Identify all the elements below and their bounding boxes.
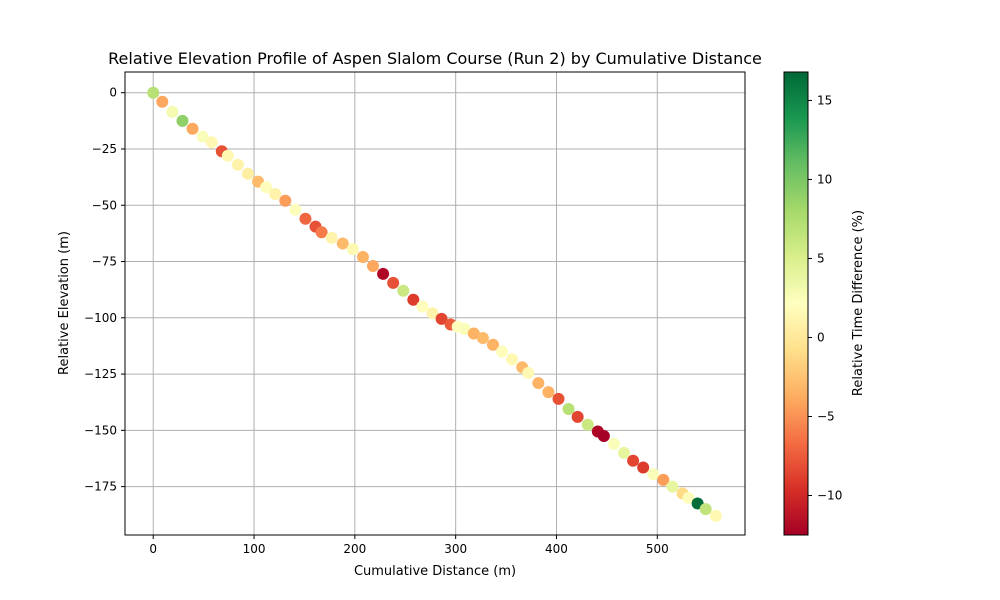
scatter-point [387, 276, 400, 289]
scatter-point [260, 181, 273, 194]
scatter-point [657, 473, 670, 486]
scatter-point [231, 158, 244, 171]
scatter-point [325, 231, 338, 244]
colorbar-gradient [783, 71, 809, 536]
y-tick-label: −150 [84, 423, 117, 437]
scatter-point [299, 212, 312, 225]
chart-title: Relative Elevation Profile of Aspen Slal… [108, 49, 762, 68]
scatter-point [289, 203, 302, 216]
scatter-point [618, 446, 631, 459]
y-tick-label: −25 [92, 142, 117, 156]
y-tick-label: −175 [84, 480, 117, 494]
scatter-point [176, 114, 189, 127]
colorbar-tick-label: −10 [817, 488, 842, 502]
scatter-point [682, 491, 695, 504]
colorbar-tick-label: 0 [817, 330, 825, 344]
y-tick-label: −100 [84, 311, 117, 325]
scatter-point [156, 95, 169, 108]
scatter-point [607, 437, 620, 450]
scatter-point [637, 461, 650, 474]
scatter-point [532, 377, 545, 390]
scatter-point [542, 386, 555, 399]
scatter-point [666, 480, 679, 493]
y-tick-label: −125 [84, 367, 117, 381]
colorbar-tick-label: −5 [817, 409, 835, 423]
scatter-point [467, 327, 480, 340]
scatter-point [205, 136, 218, 149]
scatter-point [397, 284, 410, 297]
scatter-point [166, 105, 179, 118]
scatter-point [562, 402, 575, 415]
scatter-point [367, 260, 379, 273]
scatter-point [506, 353, 519, 366]
scatter-point [552, 392, 565, 405]
scatter-points [147, 86, 722, 522]
scatter-point [269, 187, 282, 200]
scatter-point [476, 332, 489, 345]
y-tick-label: −50 [92, 198, 117, 212]
y-axis-label: Relative Elevation (m) [57, 231, 72, 375]
colorbar: −10 −5 0 5 10 15 [783, 71, 842, 536]
colorbar-ticks: −10 −5 0 5 10 15 [808, 93, 842, 502]
plot-area: 0 100 200 300 400 500 0 −25 −50 −75 −100 −125 −150 −… [84, 71, 746, 556]
scatter-point [522, 366, 535, 379]
x-axis-label: Cumulative Distance (m) [354, 564, 516, 579]
scatter-point [486, 338, 499, 351]
colorbar-tick-label: 10 [817, 172, 832, 186]
scatter-point [407, 293, 420, 306]
x-axis-ticks: 0 100 200 300 400 500 [149, 535, 669, 556]
scatter-point [426, 307, 439, 320]
scatter-point [315, 226, 328, 239]
scatter-point [279, 194, 292, 207]
scatter-point [346, 243, 359, 256]
x-tick-label: 200 [343, 542, 366, 556]
x-tick-label: 100 [243, 542, 266, 556]
scatter-point [186, 122, 199, 135]
scatter-point [699, 503, 712, 516]
colorbar-label: Relative Time Difference (%) [851, 210, 866, 396]
y-tick-label: 0 [109, 86, 117, 100]
scatter-point [458, 323, 471, 336]
scatter-point [241, 167, 254, 180]
colorbar-tick-label: 5 [817, 251, 825, 265]
scatter-point [647, 468, 660, 481]
scatter-point [597, 429, 610, 442]
scatter-point [581, 418, 594, 431]
y-axis-ticks: 0 −25 −50 −75 −100 −125 −150 −175 [84, 86, 125, 494]
scatter-point [496, 345, 509, 358]
y-tick-label: −75 [92, 255, 117, 269]
scatter-point [435, 312, 448, 325]
colorbar-tick-label: 15 [817, 93, 832, 107]
scatter-point [416, 300, 429, 313]
plot-frame [124, 71, 746, 536]
scatter-point [221, 149, 234, 162]
scatter-point [377, 267, 390, 280]
x-tick-label: 300 [444, 542, 467, 556]
scatter-point [571, 410, 584, 423]
scatter-point [356, 251, 369, 264]
scatter-point [147, 86, 160, 99]
scatter-point [627, 454, 640, 467]
scatter-point [336, 237, 349, 250]
x-tick-label: 400 [545, 542, 568, 556]
x-tick-label: 500 [646, 542, 669, 556]
x-tick-label: 0 [149, 542, 157, 556]
scatter-point [196, 130, 209, 143]
scatter-point [709, 509, 722, 522]
